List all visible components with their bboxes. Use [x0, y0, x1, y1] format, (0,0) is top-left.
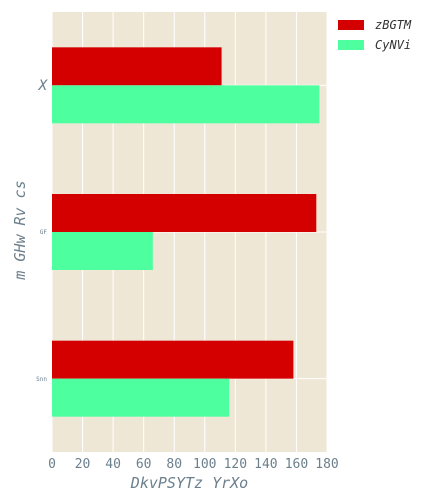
- bar-zBGTM-X: [52, 47, 222, 86]
- y-tick-label: Snn: [36, 376, 47, 383]
- x-tick-label: 80: [166, 457, 182, 472]
- y-tick-label: X: [38, 78, 49, 94]
- legend-swatch: [338, 20, 364, 30]
- x-tick-label: 40: [105, 457, 121, 472]
- bar-zBGTM-Snn: [52, 340, 294, 379]
- bar-CyNVi-GF: [52, 232, 153, 270]
- legend-swatch: [338, 40, 364, 50]
- x-tick-label: 160: [285, 457, 308, 472]
- bar-CyNVi-Snn: [52, 378, 230, 417]
- x-axis-label: DkvPSYTz YrXo: [130, 474, 248, 492]
- y-tick-label: GF: [40, 229, 48, 236]
- legend: zBGTM CyNVi: [338, 18, 412, 52]
- x-tick-label: 120: [224, 457, 247, 472]
- legend-label: zBGTM: [375, 18, 412, 32]
- y-axis-label: m GHw Rv cs: [11, 180, 29, 280]
- x-tick-label: 180: [315, 457, 338, 472]
- x-tick-label: 140: [254, 457, 277, 472]
- legend-label: CyNVi: [375, 38, 411, 52]
- x-tick-label: 20: [75, 457, 91, 472]
- x-tick-label: 100: [193, 457, 216, 472]
- bars: [52, 47, 320, 417]
- x-axis-ticks: 0 20 40 60 80 100 120 140 160 180: [48, 457, 339, 472]
- x-tick-label: 60: [136, 457, 152, 472]
- bar-CyNVi-X: [52, 85, 320, 124]
- x-tick-label: 0: [48, 457, 56, 472]
- bar-zBGTM-GF: [52, 194, 317, 232]
- y-axis-ticks: X GF Snn: [36, 78, 48, 383]
